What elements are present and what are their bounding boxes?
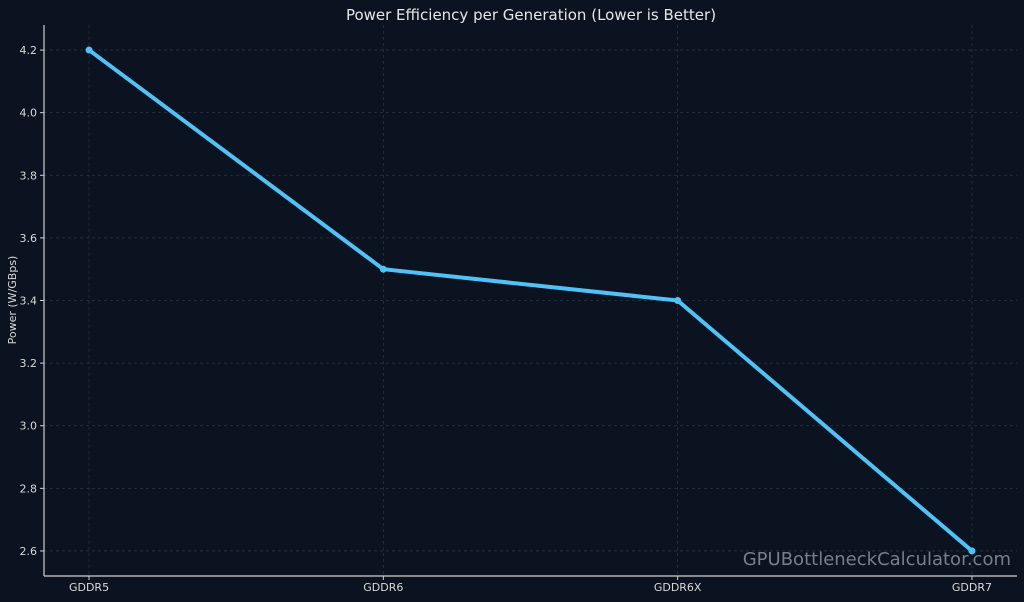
- x-tick-label: GDDR5: [69, 581, 109, 594]
- chart-title: Power Efficiency per Generation (Lower i…: [346, 6, 716, 24]
- y-tick-label: 3.4: [20, 295, 38, 308]
- y-tick-label: 2.6: [20, 545, 38, 558]
- y-tick-label: 3.0: [20, 420, 38, 433]
- y-axis-label: Power (W/GBps): [6, 256, 19, 345]
- x-tick-label: GDDR7: [952, 581, 992, 594]
- x-tick-label: GDDR6: [363, 581, 403, 594]
- data-point-gddr5: [85, 46, 93, 54]
- watermark: GPUBottleneckCalculator.com: [743, 549, 1011, 570]
- y-tick-label: 4.0: [20, 107, 38, 120]
- data-point-gddr6: [379, 265, 387, 273]
- x-tick-label: GDDR6X: [654, 581, 702, 594]
- y-tick-label: 3.2: [20, 357, 38, 370]
- data-point-gddr6x: [674, 297, 682, 304]
- data-point-gddr7: [968, 547, 976, 555]
- y-tick-label: 3.6: [20, 232, 38, 245]
- y-tick-label: 4.2: [20, 44, 38, 57]
- y-tick-label: 3.8: [20, 169, 38, 182]
- series-line: [87, 48, 974, 553]
- y-tick-label: 2.8: [20, 482, 38, 495]
